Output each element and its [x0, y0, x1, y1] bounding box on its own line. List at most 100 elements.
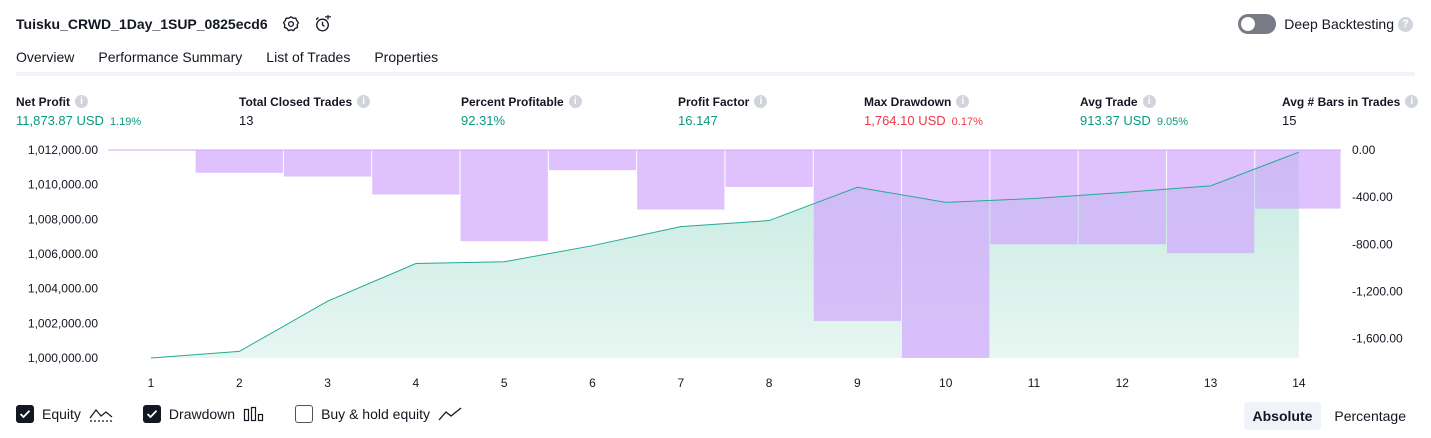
metric-value: 913.37 USD — [1080, 113, 1151, 128]
tab-bar: Overview Performance Summary List of Tra… — [16, 48, 462, 75]
drawdown-bar — [372, 150, 459, 194]
drawdown-bar — [990, 150, 1077, 244]
metric-label: Total Closed Trades — [239, 95, 352, 109]
metric-label: Avg Trade — [1080, 95, 1138, 109]
drawdown-bar — [637, 150, 724, 210]
legend-buy-hold[interactable]: Buy & hold equity — [295, 405, 462, 423]
toggle-knob — [1241, 17, 1255, 31]
x-axis-tick-label: 4 — [413, 376, 420, 390]
x-axis-tick-label: 3 — [324, 376, 331, 390]
metric-value: 16.147 — [678, 113, 718, 128]
tab-overview[interactable]: Overview — [16, 48, 74, 75]
metric-profit-factor: Profit Factor i 16.147 — [678, 94, 767, 129]
percentage-button[interactable]: Percentage — [1325, 402, 1415, 430]
gear-icon[interactable] — [282, 15, 300, 33]
info-icon[interactable]: i — [1143, 95, 1156, 108]
right-axis-tick-label: -800.00 — [1352, 237, 1393, 251]
metric-label: Avg # Bars in Trades — [1282, 95, 1400, 109]
right-axis-tick-label: 0.00 — [1352, 143, 1376, 157]
legend-label: Buy & hold equity — [321, 406, 430, 422]
metric-label: Profit Factor — [678, 95, 749, 109]
equity-checkbox[interactable] — [16, 405, 34, 423]
x-axis-tick-label: 2 — [236, 376, 243, 390]
deep-backtesting-toggle[interactable] — [1238, 14, 1276, 34]
tab-properties[interactable]: Properties — [374, 48, 438, 75]
x-axis-tick-label: 10 — [939, 376, 953, 390]
metric-value: 13 — [239, 113, 253, 128]
left-axis-tick-label: 1,006,000.00 — [28, 247, 98, 261]
left-axis-tick-label: 1,004,000.00 — [28, 282, 98, 296]
metrics-row: Net Profit i 11,873.87 USD 1.19% Total Clo… — [16, 94, 1415, 134]
equity-drawdown-chart[interactable]: 1,000,000.00 1,002,000.00 1,004,000.00 1,00… — [0, 136, 1431, 398]
metric-net-profit: Net Profit i 11,873.87 USD 1.19% — [16, 94, 141, 129]
metric-value: 1,764.10 USD — [864, 113, 946, 128]
left-axis-tick-label: 1,008,000.00 — [28, 212, 98, 226]
buy-hold-checkbox[interactable] — [295, 405, 313, 423]
metric-percent-profitable: Percent Profitable i 92.31% — [461, 94, 582, 129]
x-axis-tick-label: 14 — [1292, 376, 1306, 390]
tab-list-of-trades[interactable]: List of Trades — [266, 48, 350, 75]
left-axis-tick-label: 1,012,000.00 — [28, 143, 98, 157]
tab-divider — [16, 72, 1415, 76]
legend-label: Equity — [42, 406, 81, 422]
left-axis-tick-label: 1,000,000.00 — [28, 351, 98, 365]
x-axis-tick-label: 9 — [854, 376, 861, 390]
info-icon[interactable]: i — [1405, 95, 1418, 108]
right-axis-tick-label: -1,600.00 — [1352, 332, 1403, 346]
drawdown-bar — [1079, 150, 1166, 244]
metric-avg-bars-in-trades: Avg # Bars in Trades i 15 — [1282, 94, 1418, 129]
x-axis-tick-label: 13 — [1204, 376, 1218, 390]
metric-value: 15 — [1282, 113, 1296, 128]
drawdown-bar — [1255, 150, 1340, 209]
metric-value: 92.31% — [461, 113, 505, 128]
drawdown-bar — [284, 150, 371, 177]
x-axis-tick-label: 11 — [1028, 376, 1041, 390]
deep-backtesting-control: Deep Backtesting ? — [1238, 13, 1413, 35]
left-axis-tick-label: 1,002,000.00 — [28, 316, 98, 330]
drawdown-bars-icon — [243, 406, 265, 422]
drawdown-bar — [1167, 150, 1254, 253]
x-axis-tick-label: 8 — [766, 376, 773, 390]
metric-label: Percent Profitable — [461, 95, 564, 109]
info-icon[interactable]: i — [569, 95, 582, 108]
x-axis-tick-label: 1 — [148, 376, 155, 390]
x-axis-tick-label: 12 — [1116, 376, 1130, 390]
question-icon[interactable]: ? — [1398, 17, 1413, 32]
metric-label: Net Profit — [16, 95, 70, 109]
scale-mode-group: Absolute Percentage — [1240, 402, 1416, 430]
buy-hold-line-icon — [438, 406, 462, 422]
metric-value: 11,873.87 USD — [16, 113, 104, 128]
legend-equity[interactable]: Equity — [16, 405, 113, 423]
info-icon[interactable]: i — [754, 95, 767, 108]
metric-total-closed-trades: Total Closed Trades i 13 — [239, 94, 370, 129]
drawdown-bar — [814, 150, 901, 321]
right-axis-tick-label: -1,200.00 — [1352, 284, 1403, 298]
strategy-header: Tuisku_CRWD_1Day_1SUP_0825ecd6 — [16, 13, 332, 35]
info-icon[interactable]: i — [956, 95, 969, 108]
drawdown-bar — [196, 150, 283, 173]
chart-legend: Equity Drawdown Buy & hold equity — [16, 402, 1415, 426]
legend-label: Drawdown — [169, 406, 235, 422]
info-icon[interactable]: i — [75, 95, 88, 108]
deep-backtesting-label: Deep Backtesting — [1284, 16, 1394, 32]
x-axis-tick-label: 5 — [501, 376, 508, 390]
metric-label: Max Drawdown — [864, 95, 951, 109]
left-axis-tick-label: 1,010,000.00 — [28, 178, 98, 192]
alarm-clock-plus-icon[interactable] — [314, 15, 332, 33]
tab-performance-summary[interactable]: Performance Summary — [98, 48, 242, 75]
absolute-button[interactable]: Absolute — [1244, 402, 1322, 430]
drawdown-bar — [461, 150, 548, 241]
strategy-name: Tuisku_CRWD_1Day_1SUP_0825ecd6 — [16, 16, 268, 32]
x-axis-tick-label: 6 — [589, 376, 596, 390]
drawdown-checkbox[interactable] — [143, 405, 161, 423]
x-axis-tick-label: 7 — [677, 376, 684, 390]
metric-percent: 0.17% — [952, 116, 983, 128]
drawdown-bar — [725, 150, 812, 187]
drawdown-bar — [902, 150, 989, 358]
legend-drawdown[interactable]: Drawdown — [143, 405, 265, 423]
info-icon[interactable]: i — [357, 95, 370, 108]
equity-line-icon — [89, 406, 113, 422]
metric-max-drawdown: Max Drawdown i 1,764.10 USD 0.17% — [864, 94, 983, 129]
metric-percent: 1.19% — [110, 116, 141, 128]
metric-percent: 9.05% — [1157, 116, 1188, 128]
